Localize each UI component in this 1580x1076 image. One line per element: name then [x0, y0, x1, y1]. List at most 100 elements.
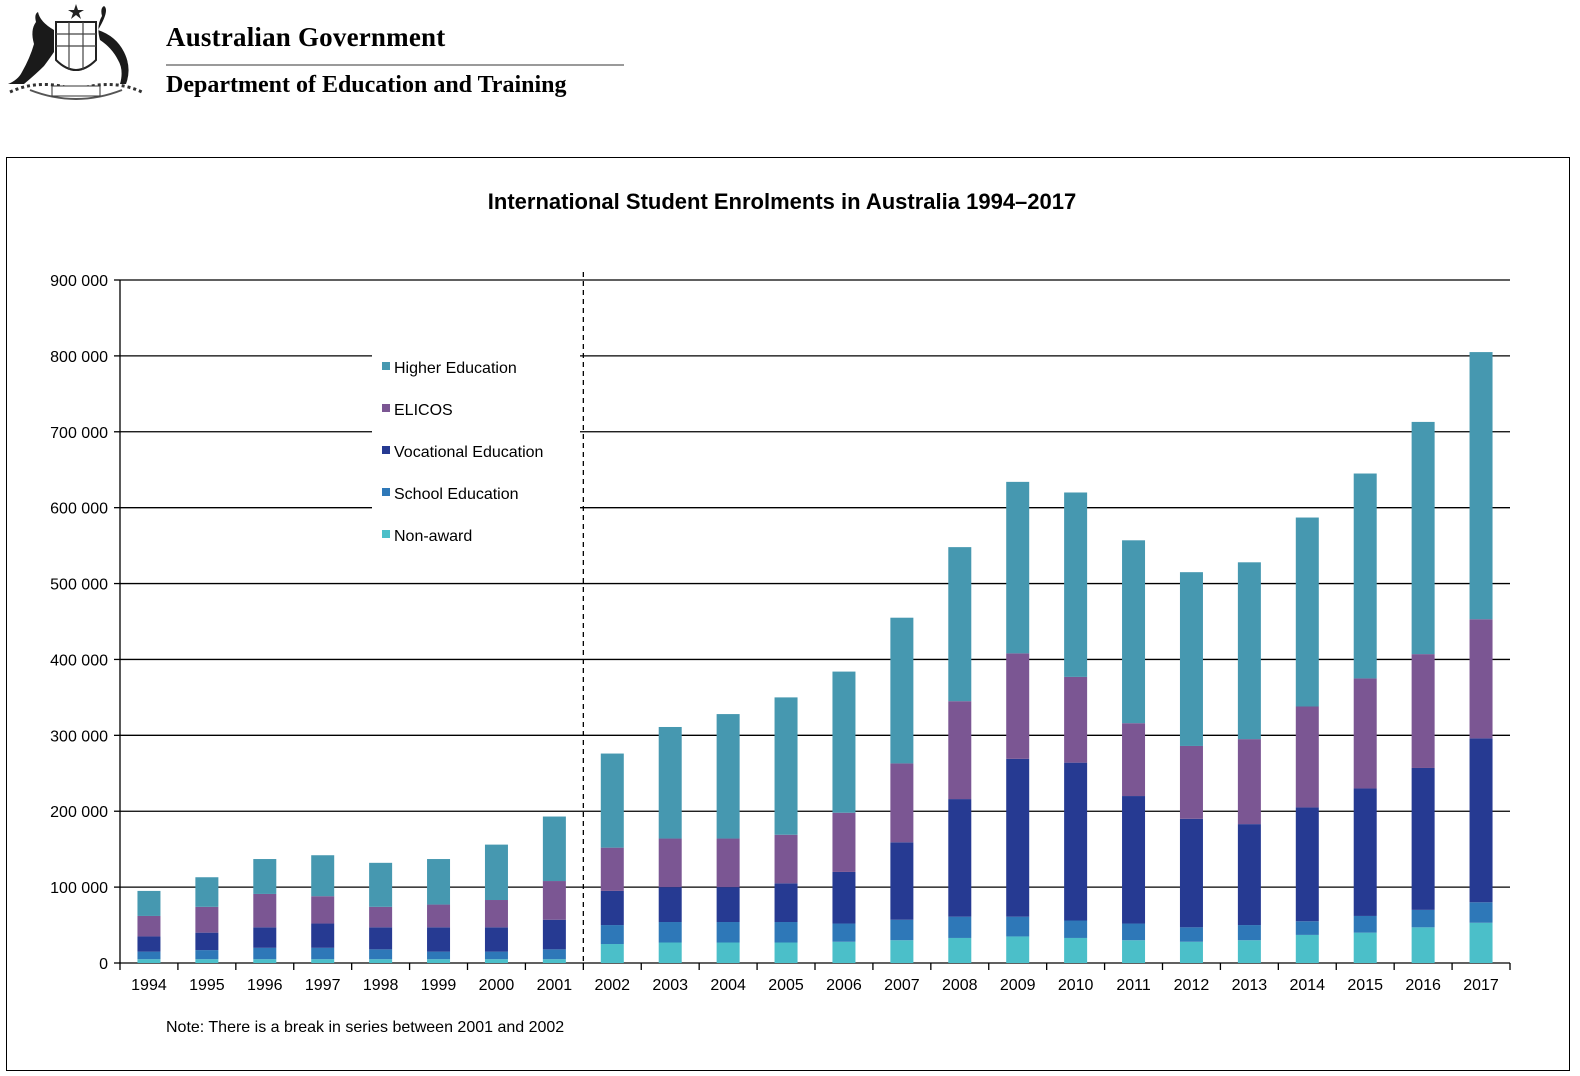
x-tick-label: 2004 — [710, 977, 746, 994]
y-tick-label: 500 000 — [50, 577, 108, 594]
x-tick-label: 1996 — [247, 977, 283, 994]
y-tick-label: 0 — [99, 956, 108, 973]
bar-school-education-2005 — [774, 922, 798, 943]
bar-non-award-2003 — [658, 942, 682, 963]
bar-school-education-2001 — [542, 949, 566, 960]
bar-vocational-education-2017 — [1469, 738, 1493, 903]
bar-school-education-2002 — [600, 925, 624, 945]
bar-non-award-1998 — [369, 959, 393, 963]
y-tick-label: 400 000 — [50, 652, 108, 669]
x-tick-label: 1998 — [363, 977, 399, 994]
x-tick-label: 2002 — [594, 977, 630, 994]
x-tick-label: 1995 — [189, 977, 225, 994]
bar-higher-education-2003 — [658, 726, 682, 839]
legend-swatch — [382, 530, 390, 538]
bar-higher-education-1996 — [253, 859, 277, 894]
legend-label: Vocational Education — [394, 444, 543, 461]
bar-non-award-1995 — [195, 959, 219, 963]
bar-school-education-2003 — [658, 922, 682, 943]
x-tick-label: 2011 — [1116, 977, 1151, 994]
bar-higher-education-2001 — [542, 816, 566, 882]
chart-frame — [6, 157, 1570, 1071]
bar-non-award-2009 — [1006, 936, 1030, 963]
y-tick-label: 800 000 — [50, 349, 108, 366]
bar-vocational-education-2002 — [600, 890, 624, 926]
bar-higher-education-2007 — [890, 617, 914, 764]
bar-non-award-2007 — [890, 940, 914, 963]
x-tick-label: 2008 — [942, 977, 978, 994]
y-tick-label: 600 000 — [50, 501, 108, 518]
y-tick-label: 200 000 — [50, 804, 108, 821]
bar-non-award-2016 — [1411, 927, 1435, 963]
bar-elicos-2001 — [542, 881, 566, 920]
bar-elicos-2013 — [1237, 739, 1261, 825]
bar-vocational-education-2003 — [658, 887, 682, 923]
bar-elicos-2007 — [890, 763, 914, 843]
bar-school-education-2017 — [1469, 902, 1493, 923]
bar-vocational-education-2004 — [716, 887, 740, 923]
legend-swatch — [382, 446, 390, 454]
department-name: Department of Education and Training — [166, 72, 567, 98]
legend-label: School Education — [394, 486, 519, 503]
bar-school-education-2012 — [1179, 927, 1203, 942]
legend-box — [372, 341, 580, 539]
x-tick-label: 2009 — [1000, 977, 1036, 994]
bar-vocational-education-2006 — [832, 871, 856, 924]
x-tick-label: 1994 — [131, 977, 167, 994]
bar-school-education-2007 — [890, 919, 914, 941]
bar-non-award-2014 — [1295, 934, 1319, 963]
bar-higher-education-2017 — [1469, 352, 1493, 620]
bar-higher-education-2012 — [1179, 572, 1203, 746]
bar-elicos-1999 — [427, 904, 451, 928]
bar-non-award-2015 — [1353, 932, 1377, 963]
bar-vocational-education-2014 — [1295, 807, 1319, 922]
bar-school-education-2006 — [832, 923, 856, 942]
bar-vocational-education-1999 — [427, 927, 451, 952]
x-tick-label: 1997 — [305, 977, 341, 994]
x-tick-label: 2013 — [1232, 977, 1268, 994]
header-divider — [166, 64, 624, 66]
bar-non-award-1999 — [427, 959, 451, 963]
bar-higher-education-2006 — [832, 671, 856, 813]
bar-non-award-2017 — [1469, 922, 1493, 963]
x-tick-label: 1999 — [421, 977, 457, 994]
bar-school-education-1996 — [253, 947, 277, 960]
bar-vocational-education-1995 — [195, 932, 219, 951]
bar-school-education-2013 — [1237, 925, 1261, 941]
bar-elicos-2014 — [1295, 706, 1319, 808]
bar-non-award-2005 — [774, 942, 798, 963]
bar-higher-education-2004 — [716, 714, 740, 839]
bar-vocational-education-2009 — [1006, 758, 1030, 917]
legend-swatch — [382, 362, 390, 370]
bar-elicos-1997 — [311, 896, 335, 924]
bar-higher-education-1999 — [427, 859, 451, 905]
bar-elicos-2003 — [658, 838, 682, 888]
bar-elicos-2017 — [1469, 619, 1493, 739]
bar-elicos-2011 — [1122, 723, 1146, 797]
bar-vocational-education-2012 — [1179, 818, 1203, 928]
bar-vocational-education-2000 — [484, 927, 508, 952]
bar-vocational-education-2008 — [948, 799, 972, 917]
y-tick-label: 300 000 — [50, 728, 108, 745]
government-name: Australian Government — [166, 22, 446, 52]
bar-non-award-1996 — [253, 959, 277, 963]
x-tick-label: 2005 — [768, 977, 804, 994]
bar-non-award-2013 — [1237, 940, 1261, 963]
bar-higher-education-1995 — [195, 877, 219, 907]
legend-label: Non-award — [394, 528, 472, 545]
bar-elicos-2000 — [484, 900, 508, 928]
x-tick-label: 2010 — [1058, 977, 1094, 994]
bar-elicos-1994 — [137, 915, 161, 937]
x-tick-label: 2003 — [652, 977, 688, 994]
legend-swatch — [382, 488, 390, 496]
bar-school-education-1994 — [137, 951, 161, 960]
legend-label: ELICOS — [394, 402, 453, 419]
bar-school-education-2004 — [716, 922, 740, 943]
bar-higher-education-1994 — [137, 890, 161, 916]
x-tick-label: 2006 — [826, 977, 862, 994]
bar-higher-education-2014 — [1295, 517, 1319, 707]
bar-higher-education-2015 — [1353, 473, 1377, 679]
bar-vocational-education-1998 — [369, 927, 393, 950]
bar-non-award-2011 — [1122, 940, 1146, 963]
